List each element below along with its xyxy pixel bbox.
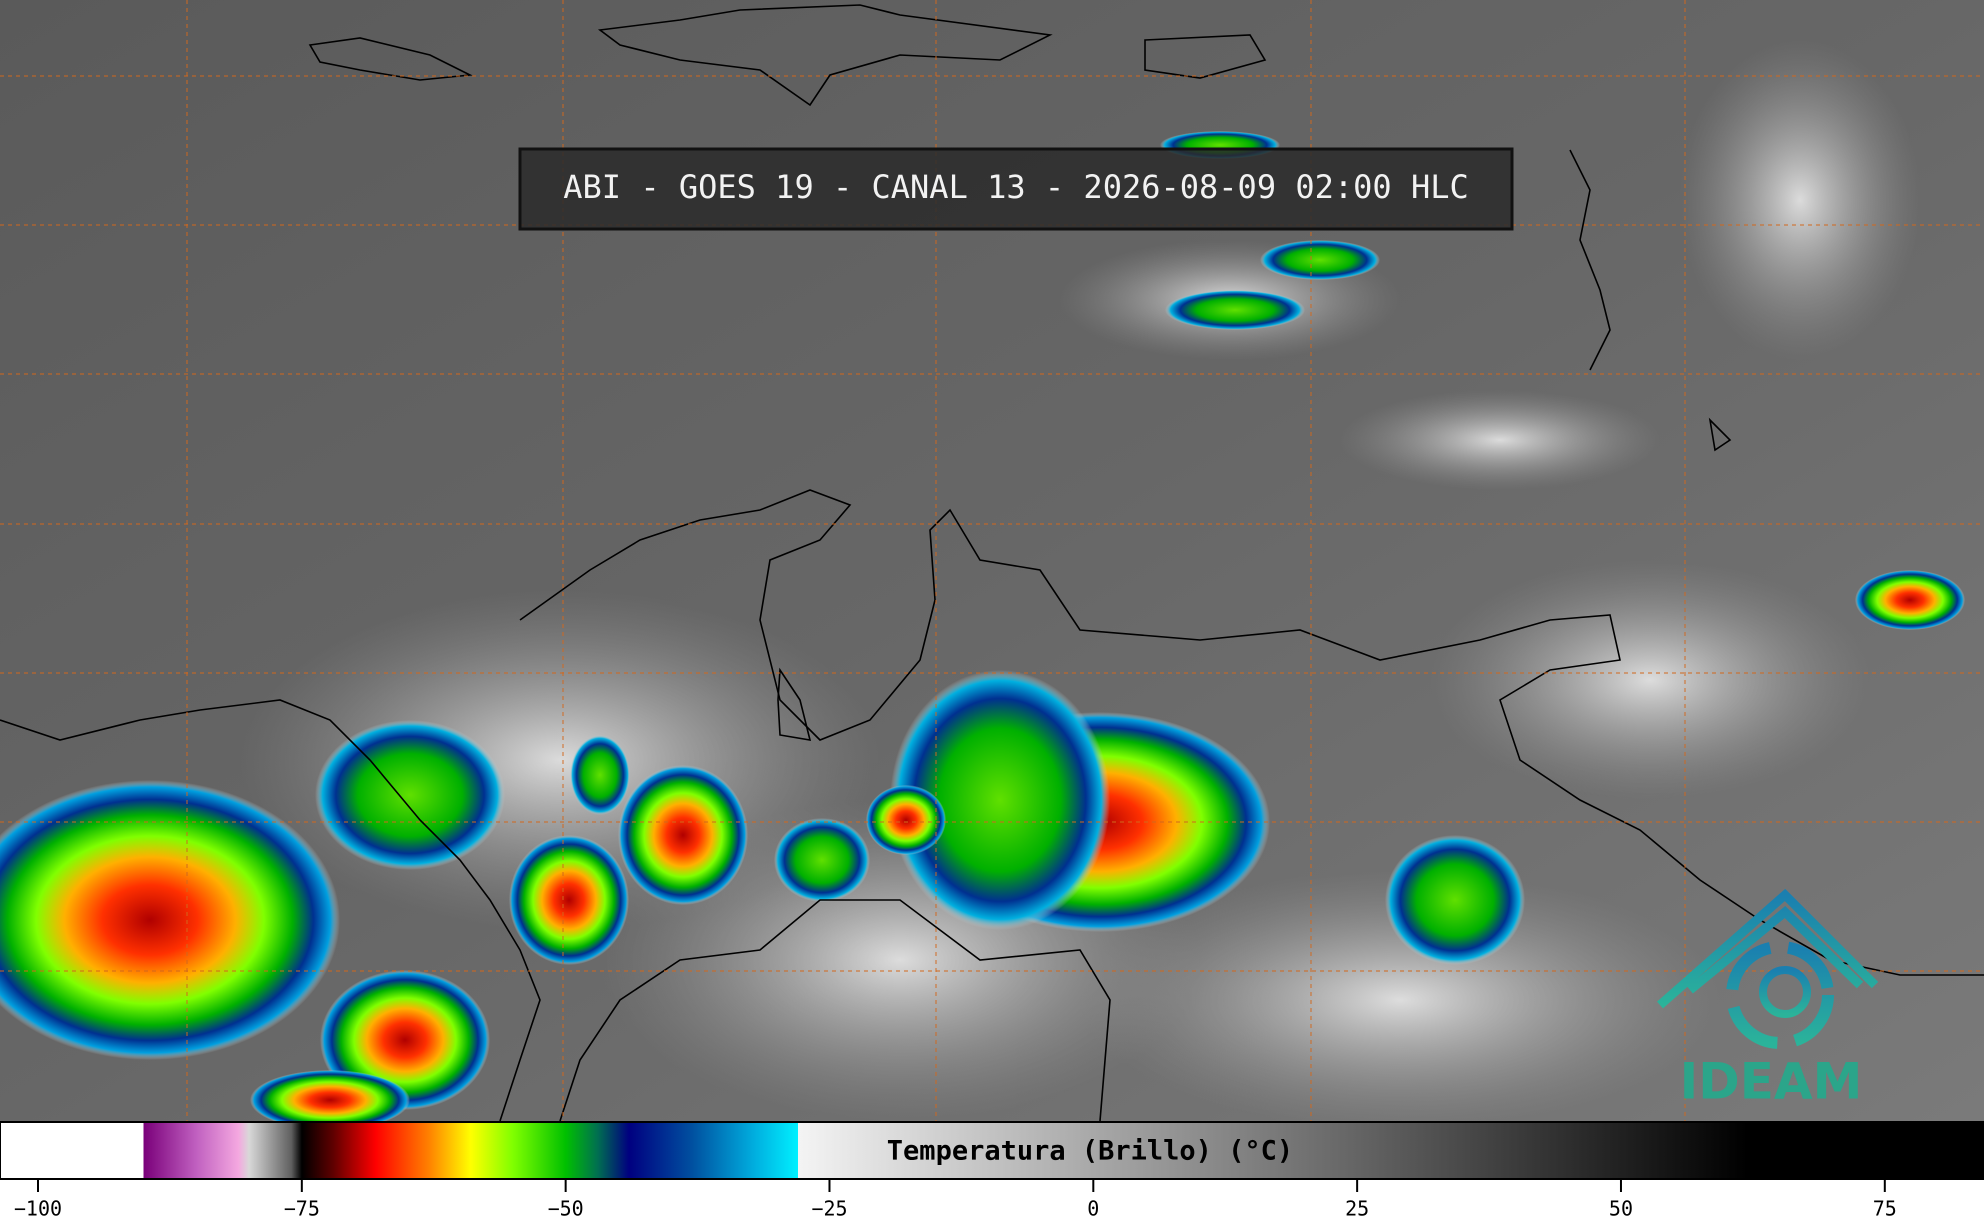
tick-label: −50 [548, 1197, 584, 1221]
tick-label: −100 [14, 1197, 62, 1221]
tick-label: 50 [1609, 1197, 1633, 1221]
title: ABI - GOES 19 - CANAL 13 - 2026-08-09 02… [563, 168, 1468, 206]
logo-text: IDEAM [1680, 1053, 1863, 1111]
tick-label: −75 [284, 1197, 320, 1221]
colorbar-scale [0, 1121, 1984, 1180]
colorbar: Temperatura (Brillo) (°C) −100 −75 −50 −25 0… [0, 1121, 1984, 1222]
tick-label: −25 [811, 1197, 847, 1221]
logo: IDEAM [1657, 888, 1879, 1111]
colorbar-label: Temperatura (Brillo) (°C) [887, 1136, 1293, 1167]
graticule [0, 0, 1984, 1121]
tick-label: 0 [1087, 1197, 1099, 1221]
map: ABI - GOES 19 - CANAL 13 - 2026-08-09 02… [0, 0, 1984, 1130]
tick-label: 25 [1345, 1197, 1369, 1221]
title-box: ABI - GOES 19 - CANAL 13 - 2026-08-09 02… [518, 147, 1514, 231]
coastlines [0, 4, 1984, 1122]
tick-label: 75 [1873, 1197, 1897, 1221]
